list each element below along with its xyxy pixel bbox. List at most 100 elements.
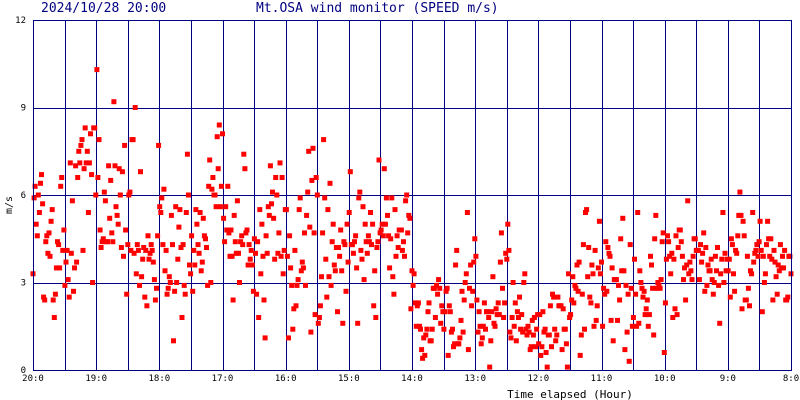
data-point — [508, 335, 514, 341]
data-point — [201, 233, 207, 239]
data-point — [289, 282, 295, 288]
data-point — [550, 291, 555, 297]
data-point — [174, 280, 180, 285]
data-point — [124, 291, 130, 297]
x-tick-label: 14:0 — [401, 374, 423, 384]
data-point — [215, 166, 221, 172]
data-point — [97, 227, 103, 233]
data-point — [370, 221, 376, 227]
data-point — [528, 344, 534, 350]
data-point — [674, 312, 680, 318]
data-point — [191, 247, 197, 253]
data-point — [234, 198, 240, 204]
data-point — [539, 344, 545, 350]
data-point — [385, 212, 390, 218]
data-point — [463, 271, 469, 277]
data-point — [82, 125, 88, 131]
data-point — [198, 268, 204, 274]
data-point — [188, 271, 194, 277]
data-point — [651, 332, 657, 338]
data-point — [753, 247, 759, 253]
data-point — [606, 250, 612, 256]
data-point — [55, 239, 60, 245]
data-point — [634, 323, 640, 329]
data-point — [755, 253, 761, 259]
data-point — [92, 125, 98, 131]
plot-frame — [33, 20, 792, 371]
data-point — [189, 233, 195, 239]
data-point — [438, 320, 444, 326]
data-point — [661, 350, 667, 355]
data-point — [274, 192, 280, 198]
data-point — [541, 329, 547, 335]
data-point — [267, 163, 273, 169]
data-point — [141, 245, 147, 250]
data-point — [683, 297, 689, 303]
data-point — [196, 250, 202, 256]
data-point — [310, 145, 316, 151]
data-point — [678, 239, 684, 245]
data-point — [740, 218, 746, 224]
data-point — [280, 271, 286, 277]
data-point — [690, 253, 696, 259]
data-point — [638, 280, 644, 285]
data-point — [712, 253, 718, 259]
data-point — [531, 315, 537, 320]
data-point — [163, 247, 169, 253]
data-point — [562, 326, 568, 332]
data-point — [279, 175, 285, 180]
data-point — [303, 282, 308, 288]
data-point — [602, 291, 608, 297]
data-point — [650, 285, 656, 291]
data-point — [387, 265, 393, 271]
data-point — [689, 277, 695, 283]
data-point — [767, 253, 773, 259]
data-point — [330, 221, 336, 227]
data-point — [386, 233, 392, 239]
data-point — [180, 242, 186, 248]
data-point — [725, 268, 731, 274]
data-point — [376, 157, 382, 163]
data-point — [63, 259, 69, 265]
data-point — [609, 265, 615, 271]
data-point — [468, 262, 474, 268]
data-point — [426, 300, 432, 306]
data-point — [413, 323, 419, 329]
data-point — [607, 253, 613, 259]
data-point — [74, 259, 80, 265]
y-tick-label: 9 — [21, 104, 26, 114]
data-point — [41, 294, 47, 300]
data-point — [130, 137, 136, 143]
data-point — [731, 271, 736, 277]
data-point — [381, 166, 387, 172]
data-point — [48, 218, 54, 224]
data-point — [573, 285, 579, 291]
data-point — [77, 160, 83, 166]
data-point — [195, 242, 201, 248]
data-point — [441, 326, 447, 332]
data-point — [193, 207, 199, 213]
data-point — [223, 204, 229, 210]
data-point — [490, 274, 496, 280]
data-point — [743, 297, 749, 303]
data-point — [543, 350, 549, 355]
data-point — [308, 329, 314, 335]
data-point — [329, 239, 335, 245]
data-point — [406, 212, 412, 218]
data-point — [297, 195, 303, 201]
data-point — [613, 277, 619, 283]
data-point — [322, 195, 328, 201]
data-point — [298, 268, 304, 274]
data-point — [497, 259, 503, 265]
data-point — [321, 137, 327, 143]
data-point — [442, 309, 448, 315]
data-point — [46, 230, 52, 236]
data-point — [456, 341, 462, 347]
data-point — [166, 274, 172, 280]
data-point — [360, 204, 366, 210]
data-point — [354, 265, 360, 271]
data-point — [212, 192, 218, 198]
data-point — [154, 285, 159, 291]
data-point — [596, 218, 602, 224]
data-point — [262, 335, 268, 341]
